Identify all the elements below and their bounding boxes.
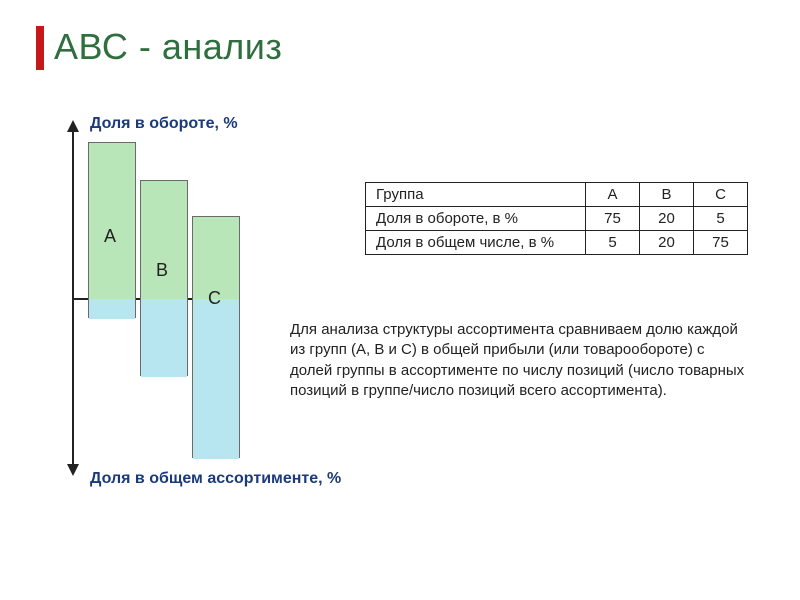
bar-a-top bbox=[89, 143, 135, 299]
table-header-row: Группа A B C bbox=[366, 183, 748, 207]
accent-bar bbox=[36, 26, 44, 70]
bar-a-bottom bbox=[89, 299, 135, 319]
table-row1-val-b: 20 bbox=[640, 231, 694, 255]
bar-a-label: A bbox=[104, 226, 116, 247]
abc-chart: A B C bbox=[84, 140, 254, 458]
table-row0-label: Доля в обороте, в % bbox=[366, 207, 586, 231]
bar-b-bottom bbox=[141, 299, 187, 377]
table-row: Доля в общем числе, в % 5 20 75 bbox=[366, 231, 748, 255]
bar-c-label: C bbox=[208, 288, 221, 309]
bar-c-top bbox=[193, 217, 239, 299]
table-row1-label: Доля в общем числе, в % bbox=[366, 231, 586, 255]
body-paragraph: Для анализа структуры ассортимента сравн… bbox=[290, 320, 748, 401]
bar-c bbox=[192, 216, 240, 458]
abc-table: Группа A B C Доля в обороте, в % 75 20 5… bbox=[365, 182, 748, 255]
table-header-b: B bbox=[640, 183, 694, 207]
table-row1-val-c: 75 bbox=[694, 231, 748, 255]
table-header-a: A bbox=[586, 183, 640, 207]
bar-c-bottom bbox=[193, 299, 239, 459]
axis-label-bottom: Доля в общем ассортименте, % bbox=[90, 470, 341, 488]
table-row0-val-c: 5 bbox=[694, 207, 748, 231]
axis-arrow-down-icon bbox=[67, 464, 79, 476]
table-row0-val-a: 75 bbox=[586, 207, 640, 231]
table-header-c: C bbox=[694, 183, 748, 207]
table-header-label: Группа bbox=[366, 183, 586, 207]
table-row0-val-b: 20 bbox=[640, 207, 694, 231]
page-title: АВС - анализ bbox=[54, 26, 282, 68]
axis-label-top: Доля в обороте, % bbox=[90, 115, 238, 133]
table-row: Доля в обороте, в % 75 20 5 bbox=[366, 207, 748, 231]
bar-b-top bbox=[141, 181, 187, 299]
bar-b-label: B bbox=[156, 260, 168, 281]
table-row1-val-a: 5 bbox=[586, 231, 640, 255]
